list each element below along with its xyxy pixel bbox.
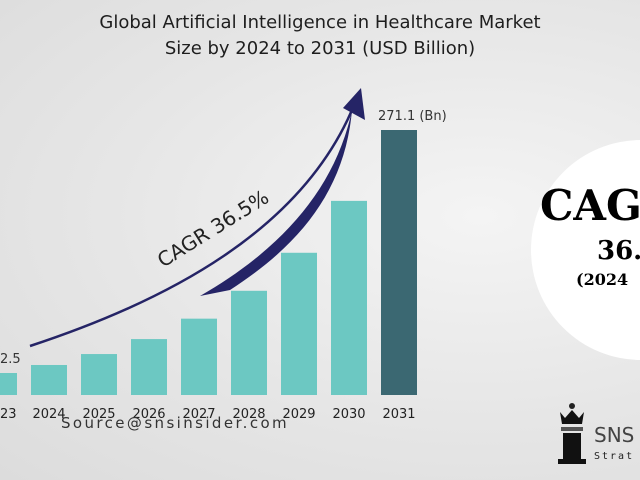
x-tick-label: 23 bbox=[0, 407, 17, 422]
cagr-arrow bbox=[29, 109, 354, 348]
bar-2029 bbox=[281, 252, 317, 395]
bar-2027 bbox=[181, 318, 217, 395]
x-tick-label: 2026 bbox=[132, 407, 165, 422]
bar-2025 bbox=[81, 354, 117, 395]
x-tick-label: 2024 bbox=[32, 407, 65, 422]
x-tick-label: 2031 bbox=[382, 407, 415, 422]
bar-2028 bbox=[231, 290, 267, 395]
arrow-head-icon bbox=[343, 88, 365, 120]
data-label-first: 2.5 bbox=[0, 352, 21, 367]
chart-title-line2: Size by 2024 to 2031 (USD Billion) bbox=[164, 38, 476, 59]
bar-2030 bbox=[331, 200, 367, 395]
bar-2026 bbox=[131, 339, 167, 395]
chart-title-line1: Global Artificial Intelligence in Health… bbox=[99, 12, 541, 33]
chess-rook-logo-icon bbox=[558, 403, 586, 464]
bar-2031 bbox=[381, 130, 417, 395]
logo-name: SNS bbox=[594, 423, 635, 447]
x-tick-label: 2025 bbox=[82, 407, 115, 422]
cagr-arrow-body bbox=[200, 110, 352, 296]
x-tick-label: 2030 bbox=[332, 407, 365, 422]
cagr-badge-value: 36. bbox=[597, 236, 640, 266]
source-text: Source@snsinsider.com bbox=[61, 414, 290, 432]
x-tick-label: 2029 bbox=[282, 407, 315, 422]
bar-2024 bbox=[31, 364, 67, 395]
cagr-badge bbox=[531, 140, 640, 360]
data-label-last: 271.1 (Bn) bbox=[378, 109, 447, 124]
x-tick-label: 2028 bbox=[232, 407, 265, 422]
bar-2023 bbox=[0, 373, 17, 395]
cagr-badge-period: (2024 bbox=[576, 270, 629, 289]
cagr-badge-title: CAG bbox=[540, 181, 640, 230]
x-tick-label: 2027 bbox=[182, 407, 215, 422]
logo-tagline: Strat bbox=[594, 451, 635, 462]
